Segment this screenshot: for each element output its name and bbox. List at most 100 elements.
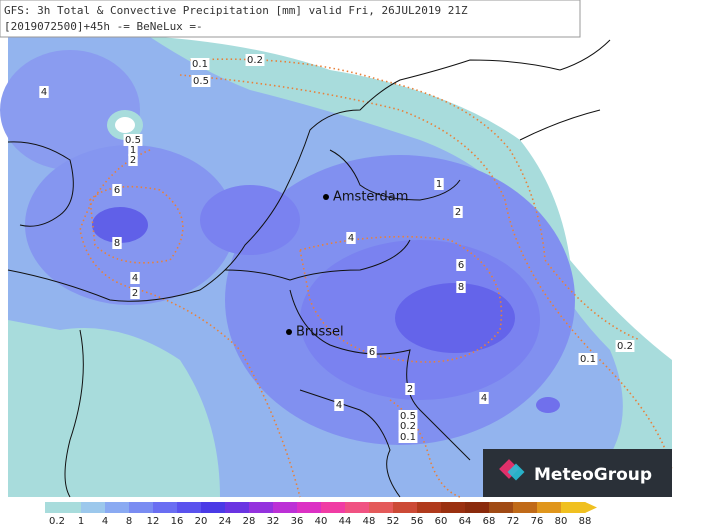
city-dot xyxy=(286,329,292,335)
contour-label: 8 xyxy=(456,281,466,293)
contour-label: 2 xyxy=(405,383,415,395)
contour-label: 0.5 xyxy=(398,410,418,422)
colorbar-label: 16 xyxy=(171,516,184,527)
colorbar-cell xyxy=(345,502,370,513)
contour-label-bg xyxy=(479,392,489,404)
contour-label-text: 8 xyxy=(458,282,464,293)
contour-label-bg xyxy=(456,259,466,271)
contour-label-text: 0.2 xyxy=(617,341,633,352)
contours xyxy=(79,58,673,498)
contour-label: 6 xyxy=(112,184,122,196)
contour-label-text: 0.1 xyxy=(400,432,416,443)
contour-label: 6 xyxy=(367,346,377,358)
contour-label-text: 2 xyxy=(455,207,461,218)
contour-label-bg xyxy=(245,54,265,66)
contour-label-bg xyxy=(578,353,598,365)
contour-label: 0.5 xyxy=(191,75,211,87)
header-line: [2019072500]+45h -= BeNeLux =- xyxy=(4,20,203,33)
colorbar-cell xyxy=(417,502,442,513)
colorbar-cell xyxy=(297,502,322,513)
contour-label-text: 4 xyxy=(336,400,342,411)
colorbar-cap xyxy=(45,502,57,513)
contour-label-bg xyxy=(456,281,466,293)
contour-label-bg xyxy=(346,232,356,244)
contour-label-text: 0.5 xyxy=(125,135,141,146)
contour-label-text: 6 xyxy=(458,260,464,271)
contour-label-text: 4 xyxy=(132,273,138,284)
contour-label-text: 4 xyxy=(348,233,354,244)
colorbar-cell xyxy=(393,502,418,513)
contour-label-bg xyxy=(128,144,138,156)
contour-label: 2 xyxy=(453,206,463,218)
coastlines xyxy=(7,39,611,498)
colorbar-label: 24 xyxy=(219,516,232,527)
colorbar-cell xyxy=(177,502,202,513)
contour-label-bg xyxy=(615,340,635,352)
colorbar-label: 60 xyxy=(435,516,448,527)
colorbar-cell xyxy=(225,502,250,513)
colorbar-cell xyxy=(81,502,106,513)
contour-label-text: 2 xyxy=(407,384,413,395)
contour-label: 0.5 xyxy=(123,134,143,146)
colorbar-label: 64 xyxy=(459,516,472,527)
city-name: Amsterdam xyxy=(333,190,408,205)
header-box xyxy=(0,0,581,38)
contour-label-text: 8 xyxy=(114,238,120,249)
colorbar-cell xyxy=(57,502,82,513)
city-dot xyxy=(323,194,329,200)
colorbar-cell xyxy=(561,502,586,513)
contour-label-bg xyxy=(128,154,138,166)
contour-label-text: 0.1 xyxy=(192,59,208,70)
colorbar-label: 20 xyxy=(195,516,208,527)
logo-text: MeteoGroup xyxy=(534,465,652,485)
contour-label-text: 2 xyxy=(130,155,136,166)
precip-field xyxy=(0,37,672,497)
colorbar-cell xyxy=(321,502,346,513)
colorbar-label: 80 xyxy=(555,516,568,527)
colorbar-label: 12 xyxy=(147,516,160,527)
colorbar-label: 72 xyxy=(507,516,520,527)
contour-label-bg xyxy=(405,383,415,395)
contour-label-bg xyxy=(39,86,49,98)
colorbar-label: 52 xyxy=(387,516,400,527)
colorbar-cell xyxy=(513,502,538,513)
contour-label: 8 xyxy=(112,237,122,249)
contour-label: 0.2 xyxy=(245,54,265,66)
colorbar-cell xyxy=(441,502,466,513)
logo-icon xyxy=(507,463,525,481)
contour-label: 6 xyxy=(456,259,466,271)
contour-label: 0.1 xyxy=(398,431,418,443)
colorbar-label: 8 xyxy=(126,516,132,527)
colorbar-label: 1 xyxy=(78,516,84,527)
colorbar-cell xyxy=(537,502,562,513)
contour-label: 4 xyxy=(130,272,140,284)
colorbar-label: 4 xyxy=(102,516,108,527)
contour-label-bg xyxy=(453,206,463,218)
contour-label: 0.1 xyxy=(190,58,210,70)
contour-label: 0.2 xyxy=(615,340,635,352)
contour-label-bg xyxy=(190,58,210,70)
contour-label-bg xyxy=(112,237,122,249)
colorbar-cell xyxy=(201,502,226,513)
contour-label-bg xyxy=(123,134,143,146)
colorbar-cell xyxy=(153,502,178,513)
contour-label-bg xyxy=(191,75,211,87)
colorbar-label: 40 xyxy=(315,516,328,527)
header-line: GFS: 3h Total & Convective Precipitation… xyxy=(4,4,468,17)
colorbar-label: 88 xyxy=(579,516,592,527)
colorbar-label: 36 xyxy=(291,516,304,527)
colorbar-cell xyxy=(465,502,490,513)
colorbar-label: 44 xyxy=(339,516,352,527)
colorbar-label: 48 xyxy=(363,516,376,527)
colorbar-cell xyxy=(249,502,274,513)
city-name: Brussel xyxy=(296,325,344,340)
contour-label-text: 0.2 xyxy=(400,421,416,432)
contour-label-text: 0.5 xyxy=(400,411,416,422)
contour-label-bg xyxy=(434,178,444,190)
colorbar-label: 0.2 xyxy=(49,516,65,527)
contour-label: 4 xyxy=(479,392,489,404)
colorbar-cell xyxy=(489,502,514,513)
contour-label-text: 0.2 xyxy=(247,55,263,66)
contour-label: 1 xyxy=(434,178,444,190)
